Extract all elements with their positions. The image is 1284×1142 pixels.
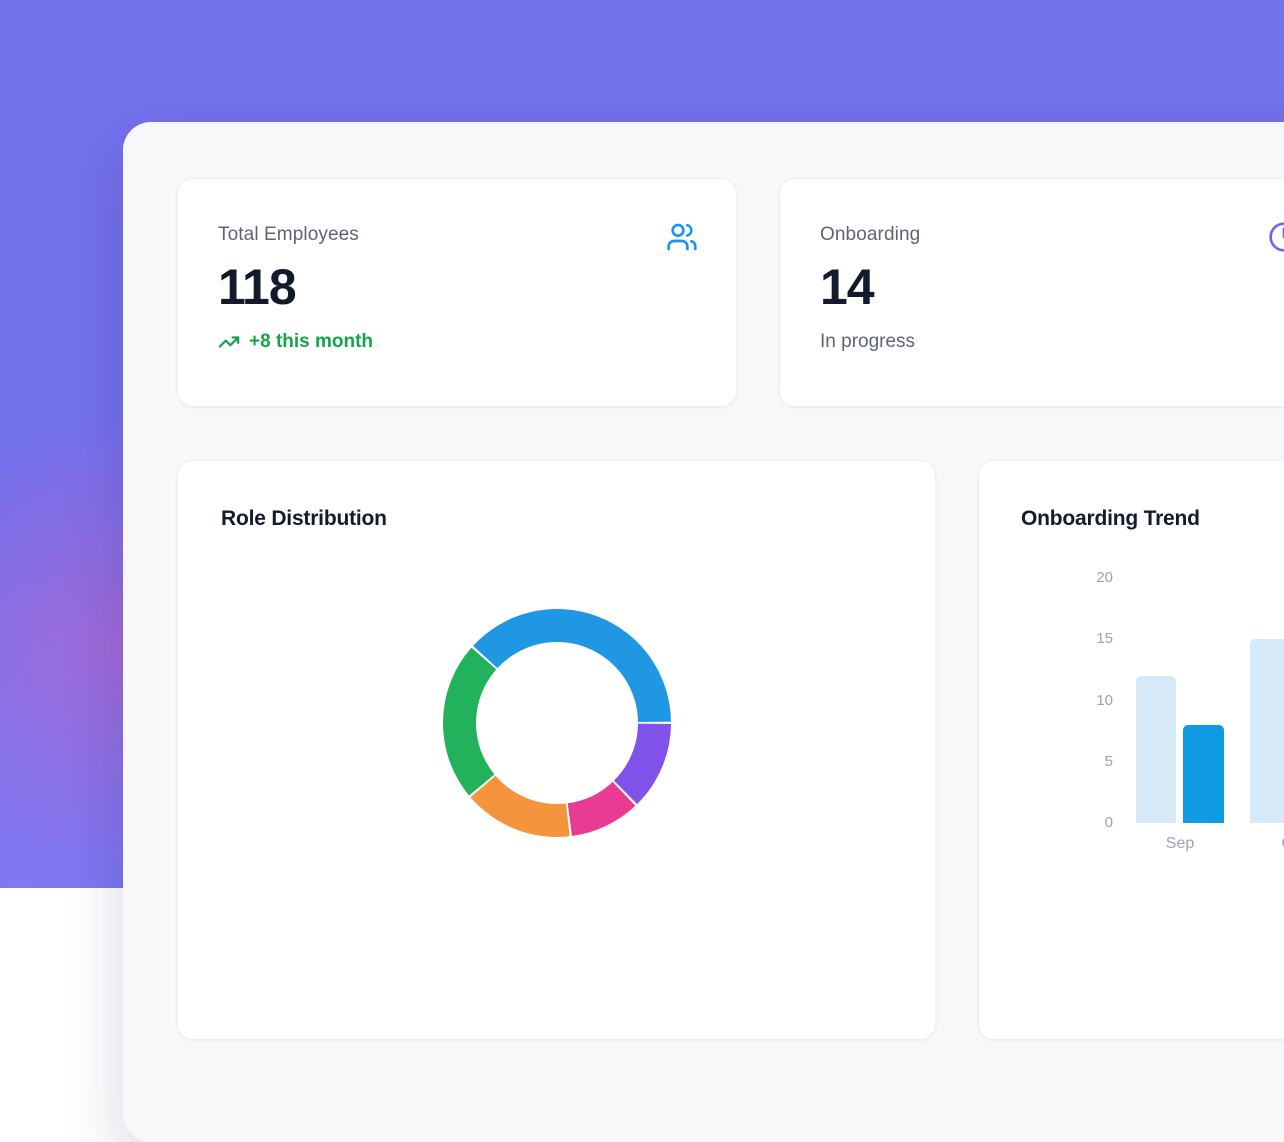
y-tick-label: 5 (1104, 752, 1113, 770)
card-title: Role Distribution (221, 507, 387, 530)
x-category-label: Oct (1250, 833, 1284, 855)
onboarding-trend-card: Onboarding Trend 0 5 10 15 20 Sep Oct (978, 460, 1284, 1040)
pink-segment (567, 781, 635, 837)
x-category-label: Sep (1165, 835, 1195, 852)
green-segment (442, 647, 496, 796)
orange-segment (470, 775, 570, 837)
dark-blue-series-bar (1183, 725, 1224, 823)
stat-label: Total Employees (218, 224, 359, 245)
page-background: Total Employees 118 +8 this month (0, 0, 1284, 1040)
stat-value: 118 (218, 259, 297, 315)
y-tick-label: 0 (1104, 814, 1113, 831)
y-tick-label: 10 (1096, 691, 1113, 709)
blue-segment (472, 609, 671, 722)
stat-trend-label: +8 this month (249, 331, 374, 352)
trending-up-icon (218, 331, 240, 353)
stat-value: 14 (820, 259, 875, 315)
role-distribution-donut (442, 609, 671, 837)
clock-icon (1268, 221, 1284, 253)
y-tick-label: 15 (1096, 630, 1113, 648)
dashboard-panel: Total Employees 118 +8 this month (123, 122, 1284, 1142)
stat-card-onboarding: Onboarding 14 In progress (779, 178, 1284, 407)
bar-chart: 0 5 10 15 20 Sep Oct (979, 461, 1284, 1039)
light-blue-series-bar (1250, 639, 1284, 823)
purple-segment (613, 723, 671, 805)
y-tick-label: 20 (1096, 569, 1113, 586)
users-icon (666, 221, 698, 253)
stat-subtitle: In progress (820, 331, 916, 352)
stat-trend: +8 this month (218, 331, 696, 353)
card-title: Onboarding Trend (1021, 507, 1200, 530)
stat-card-total-employees: Total Employees 118 +8 this month (177, 178, 737, 407)
light-blue-series-bar (1136, 676, 1176, 823)
stat-label: Onboarding (820, 224, 921, 245)
role-distribution-card: Role Distribution (177, 460, 936, 1040)
